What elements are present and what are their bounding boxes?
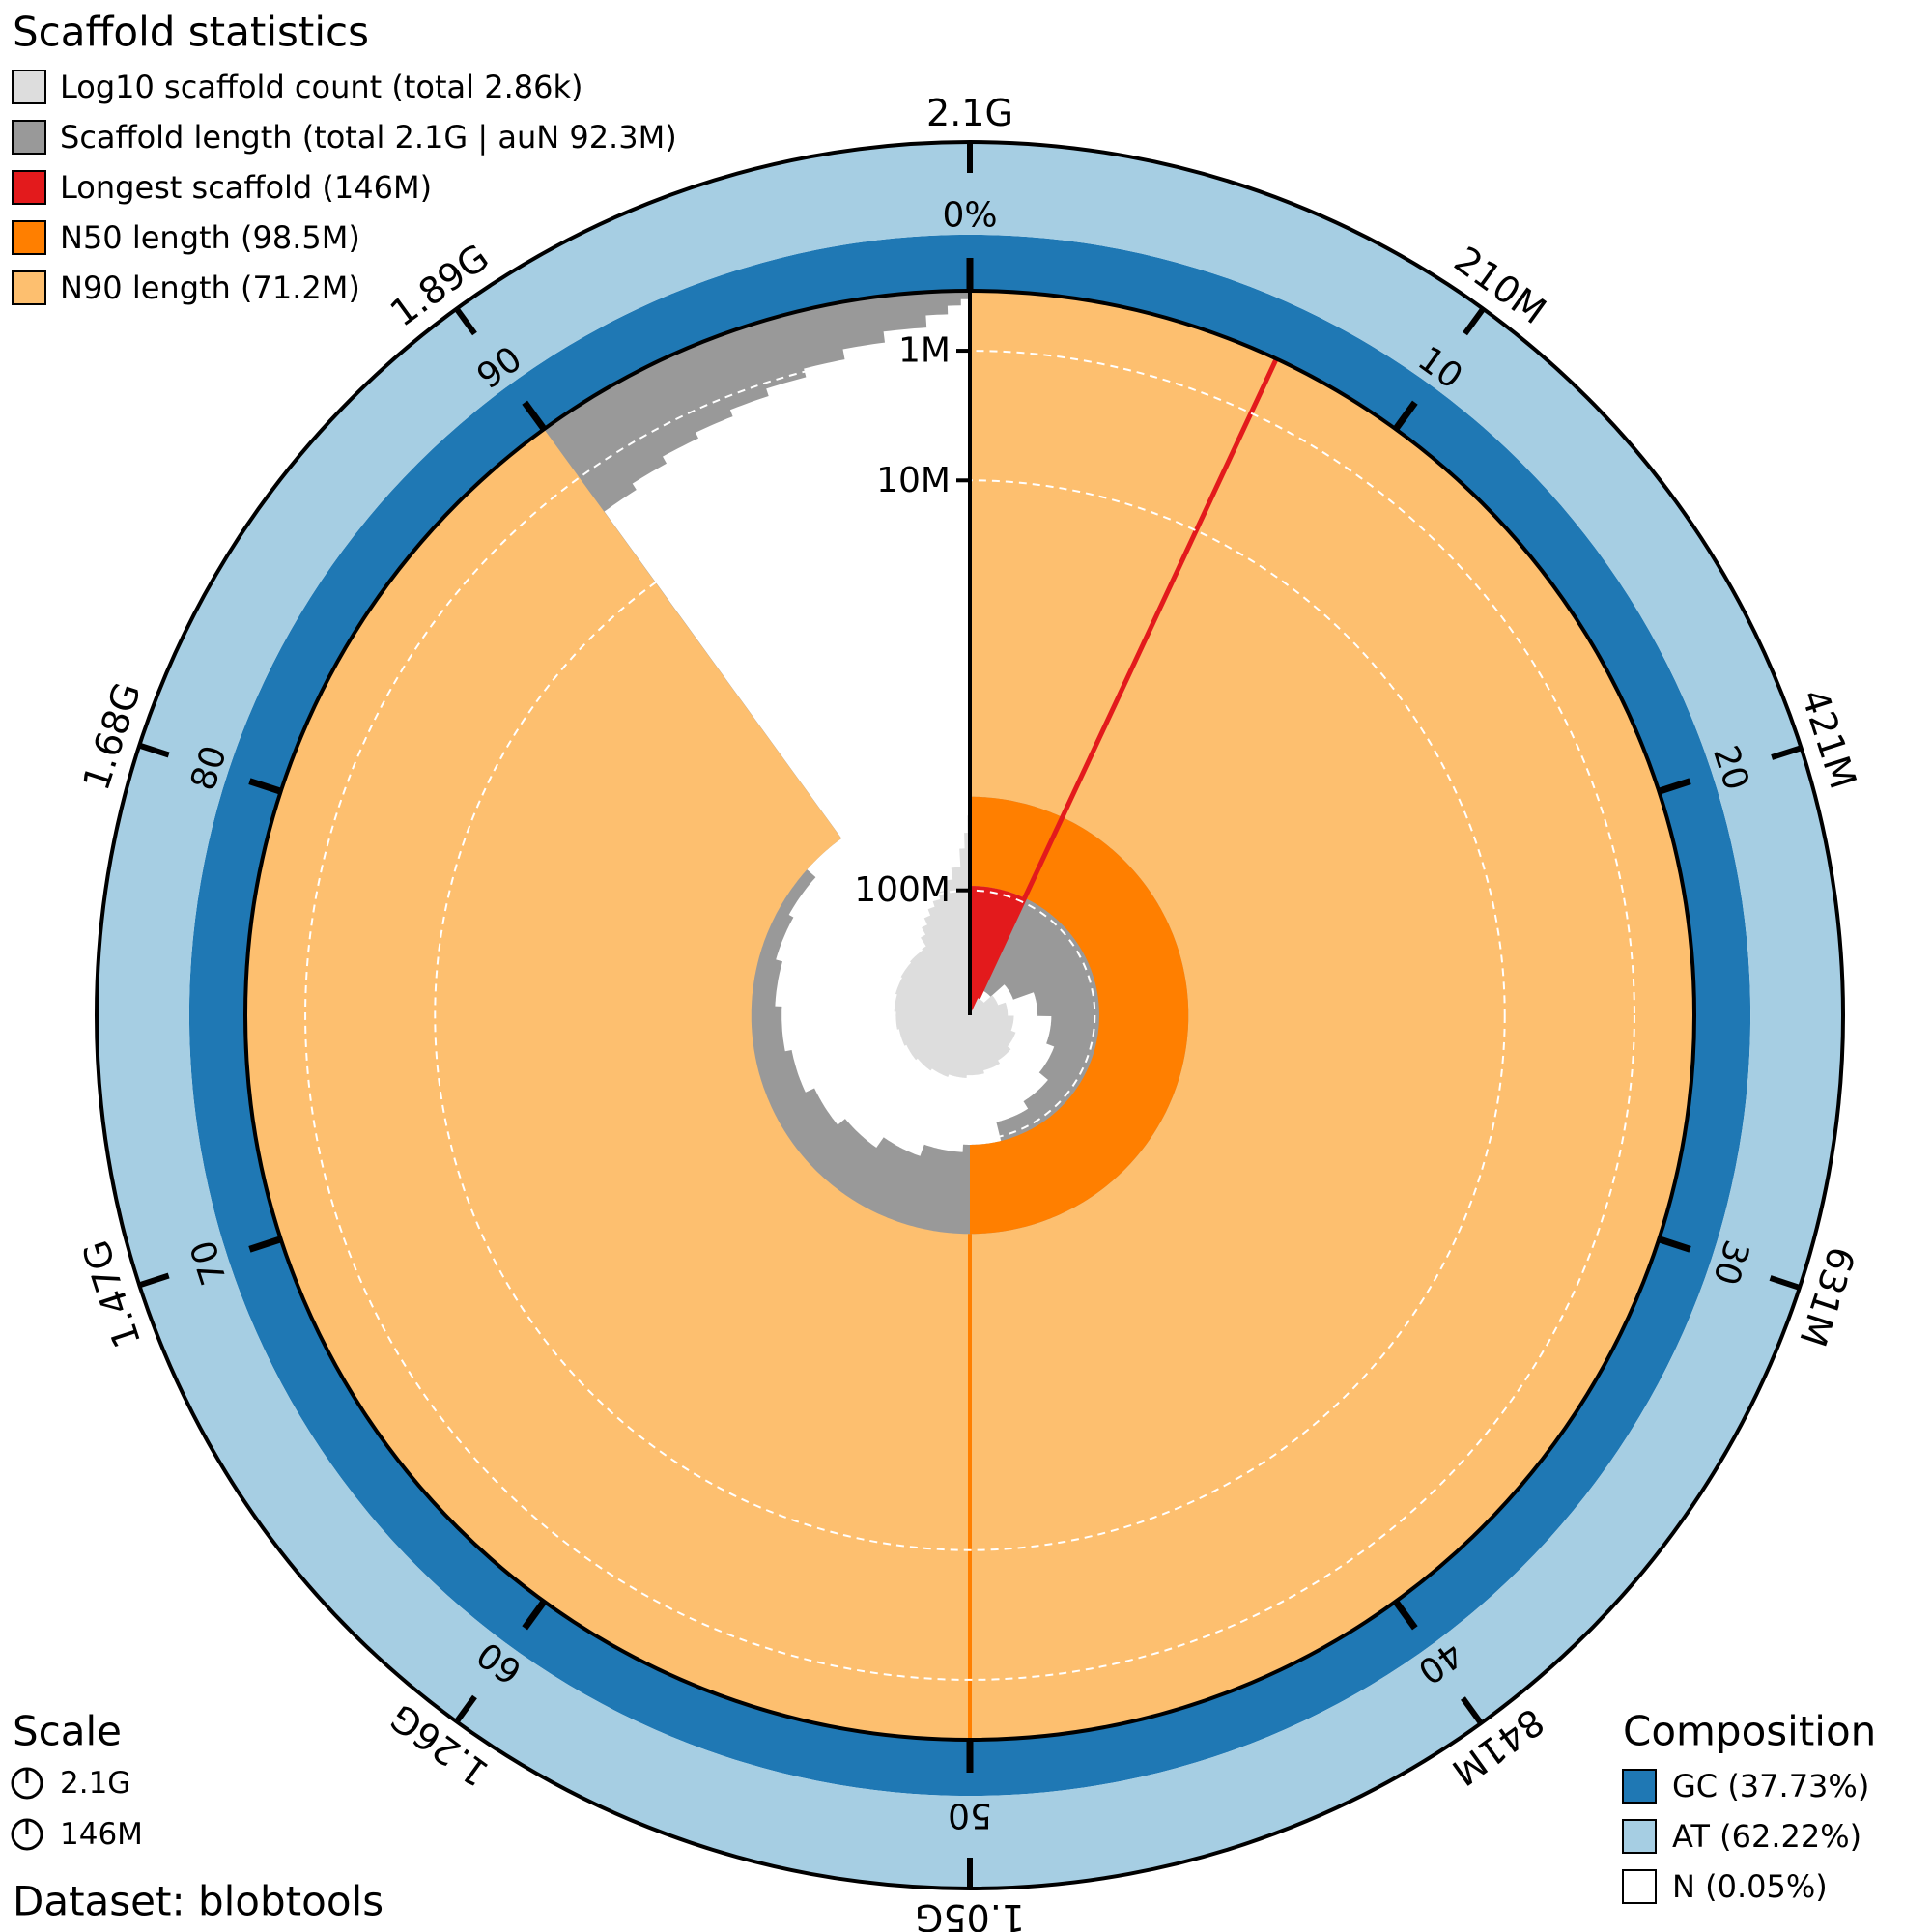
- p-tick-label: 0%: [942, 196, 997, 236]
- p-tick: [248, 778, 282, 795]
- p-tick: [1393, 1599, 1418, 1631]
- scale-item: 146M: [60, 1817, 143, 1852]
- legend-swatch: [12, 120, 46, 155]
- p-tick: [1658, 778, 1691, 795]
- p-tick: [1658, 1236, 1691, 1253]
- x-tick: [1461, 1696, 1484, 1725]
- x-tick-label: 1.05G: [915, 1896, 1025, 1932]
- composition-swatch: [1622, 1769, 1657, 1804]
- scale-legend: Scale 2.1G 146M Dataset: blobtools: [11, 1708, 384, 1925]
- x-tick: [1463, 306, 1486, 336]
- composition-label: AT (62.22%): [1672, 1818, 1861, 1855]
- legend-swatch: [12, 220, 46, 255]
- legend-swatch: [12, 270, 46, 305]
- composition-label: N (0.05%): [1672, 1868, 1828, 1905]
- longest-line: [967, 357, 1279, 1017]
- legend-swatch: [12, 70, 46, 104]
- x-tick: [454, 1694, 477, 1724]
- composition-label: GC (37.73%): [1672, 1768, 1869, 1804]
- p-tick: [522, 400, 547, 432]
- composition-title: Composition: [1623, 1708, 1876, 1755]
- legend-swatch: [12, 170, 46, 205]
- p-tick: [1393, 400, 1418, 432]
- x-tick: [138, 742, 170, 758]
- legend-label: Longest scaffold (146M): [60, 169, 432, 206]
- x-tick: [138, 1272, 170, 1289]
- x-tick: [1771, 745, 1803, 760]
- x-tick: [1769, 1275, 1801, 1291]
- legend-label: N90 length (71.2M): [60, 270, 360, 306]
- r-tick-label: 100M: [854, 870, 951, 910]
- chart-title: Scaffold statistics: [13, 9, 369, 56]
- composition-swatch: [1622, 1819, 1657, 1854]
- p-tick: [248, 1236, 282, 1253]
- legend-label: N50 length (98.5M): [60, 219, 360, 256]
- legend-label: Log10 scaffold count (total 2.86k): [60, 69, 582, 105]
- r-tick-label: 1M: [898, 331, 951, 371]
- dataset-label: Dataset: blobtools: [13, 1878, 384, 1925]
- x-tick-label: 2.1G: [926, 92, 1013, 134]
- r-tick-label: 10M: [876, 461, 951, 500]
- p-tick: [522, 1599, 547, 1631]
- legend-label: Scaffold length (total 2.1G | auN 92.3M): [60, 119, 677, 156]
- n90-area: [245, 291, 1694, 1740]
- composition-swatch: [1622, 1869, 1657, 1904]
- n50-area: [970, 796, 1189, 1235]
- p-tick-label: 50: [948, 1796, 992, 1835]
- scaffold-count-area: [894, 815, 1016, 1078]
- scale-title: Scale: [13, 1708, 122, 1755]
- x-tick: [454, 306, 477, 336]
- scale-item: 2.1G: [60, 1766, 130, 1801]
